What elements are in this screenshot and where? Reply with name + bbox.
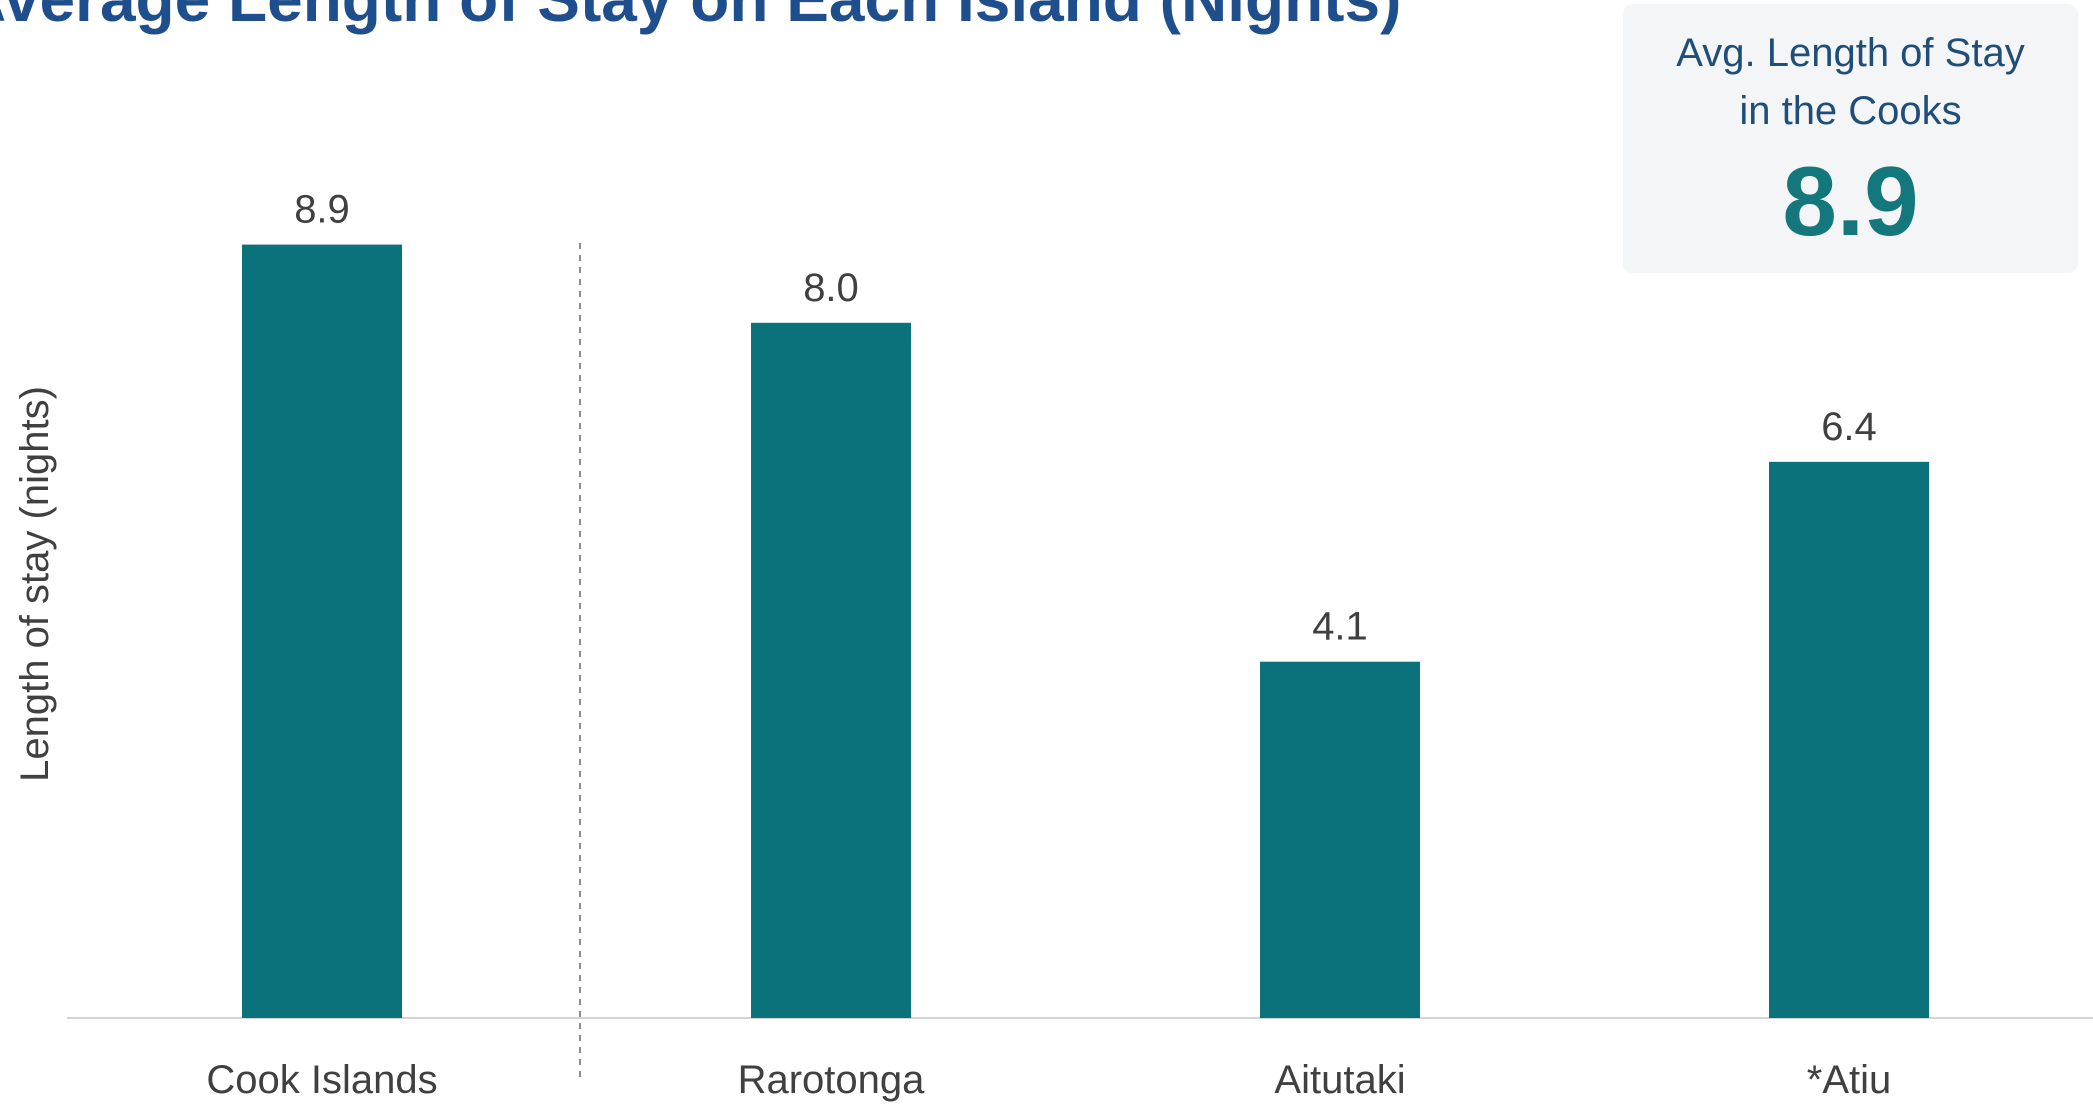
x-tick-label-atiu: *Atiu: [1807, 1058, 1892, 1102]
bar-aitutaki: [1260, 661, 1420, 1018]
data-label-cook-islands: 8.9: [294, 188, 350, 232]
bar-atiu: [1769, 461, 1929, 1019]
x-tick-label-rarotonga: Rarotonga: [738, 1058, 926, 1102]
avg-stay-stat-card: Avg. Length of Stay in the Cooks 8.9: [1623, 4, 2078, 273]
data-label-rarotonga: 8.0: [803, 266, 859, 310]
x-tick-label-aitutaki: Aitutaki: [1274, 1058, 1405, 1102]
bar-cook-islands: [242, 244, 402, 1019]
data-labels: 8.9 8.0 4.1 6.4: [294, 188, 1877, 649]
x-axis-tick-labels: Cook Islands Rarotonga Aitutaki *Atiu: [206, 1058, 1891, 1102]
chart-title: Average Length of Stay on Each Island (N…: [0, 0, 1401, 36]
stat-card-label: Avg. Length of Stay in the Cooks: [1676, 31, 2025, 133]
x-tick-label-cook-islands: Cook Islands: [206, 1058, 437, 1102]
bar-series: [242, 244, 1929, 1019]
data-label-aitutaki: 4.1: [1312, 605, 1368, 649]
data-label-atiu: 6.4: [1821, 405, 1877, 449]
stat-card-value: 8.9: [1782, 146, 1919, 256]
y-axis-label: Length of stay (nights): [13, 386, 57, 782]
bar-rarotonga: [751, 322, 911, 1018]
